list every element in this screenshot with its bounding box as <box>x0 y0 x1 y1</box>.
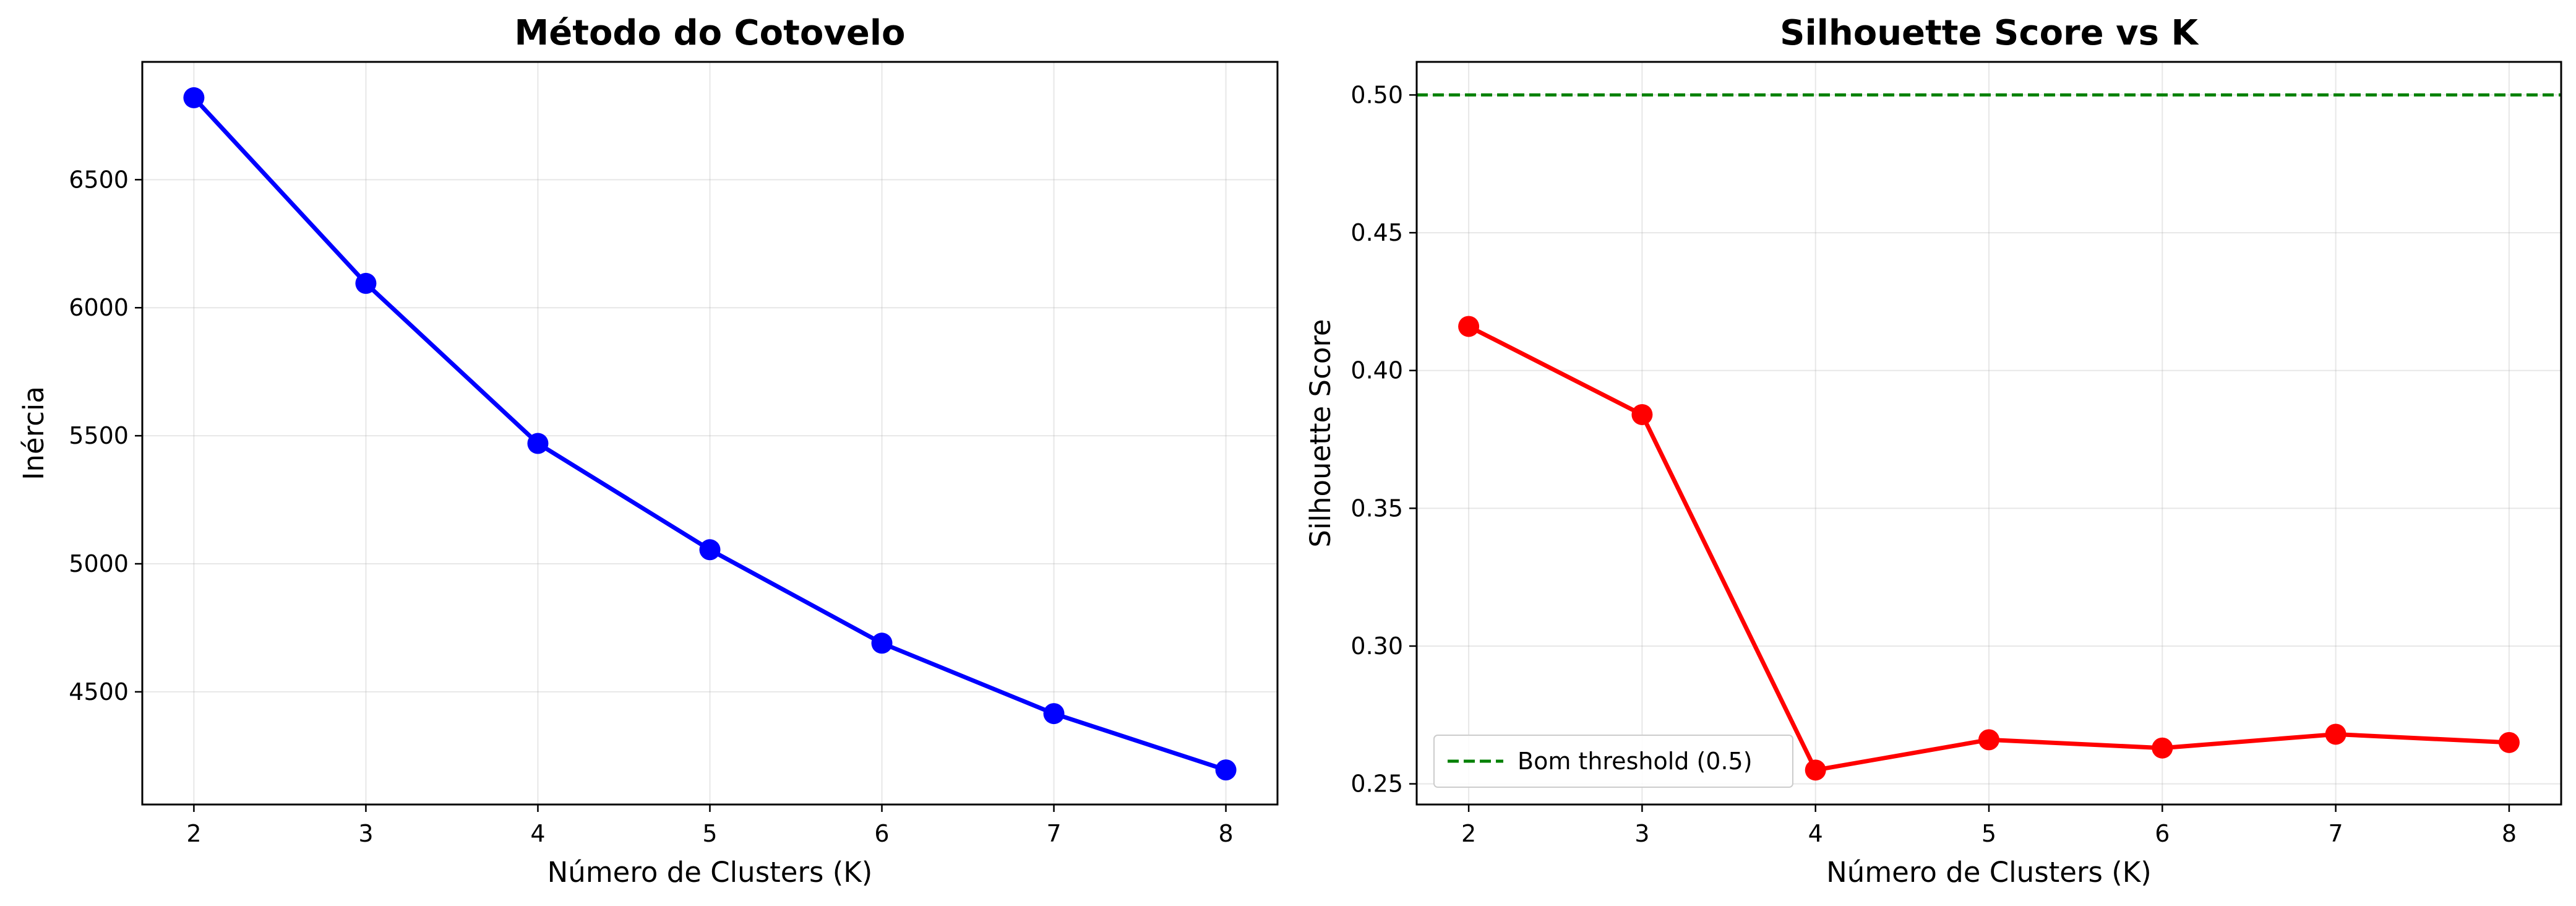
silhouette-chart: 2 3 4 5 6 7 8 0.25 0.30 0.35 0.40 0.45 0.50 Silhouet… <box>1304 13 2562 889</box>
y-tick-label: 0.45 <box>1350 219 1403 246</box>
x-tick-label: 6 <box>2155 820 2170 847</box>
ticks: 2 3 4 5 6 7 8 0.25 0.30 0.35 0.40 0.45 0.50 <box>1350 81 2517 847</box>
x-axis-label: Número de Clusters (K) <box>1826 856 2152 889</box>
x-tick-label: 6 <box>874 820 889 847</box>
y-tick-label: 0.30 <box>1350 632 1403 660</box>
y-tick-label: 6500 <box>69 166 129 193</box>
y-tick-label: 4500 <box>69 678 129 705</box>
x-tick-label: 3 <box>358 820 373 847</box>
y-axis-label: Inércia <box>17 386 50 480</box>
x-tick-label: 4 <box>1808 820 1823 847</box>
data-point <box>2498 731 2520 753</box>
x-tick-label: 7 <box>2329 820 2343 847</box>
x-axis-label: Número de Clusters (K) <box>547 856 873 889</box>
ticks: 2 3 4 5 6 7 8 4500 5000 5500 6000 6500 <box>69 166 1233 847</box>
data-point <box>1978 729 1999 751</box>
data-point <box>2325 723 2346 745</box>
data-point <box>2152 737 2173 759</box>
y-tick-label: 6000 <box>69 294 129 321</box>
data-point <box>1458 316 1480 337</box>
y-tick-label: 5500 <box>69 422 129 449</box>
x-tick-label: 3 <box>1634 820 1649 847</box>
legend: Bom threshold (0.5) <box>1433 735 1793 788</box>
data-point <box>355 272 377 294</box>
x-tick-label: 5 <box>702 820 717 847</box>
legend-box <box>1433 735 1793 788</box>
series <box>1458 316 2520 781</box>
data-point <box>1215 759 1237 781</box>
legend-label-threshold: Bom threshold (0.5) <box>1518 748 1753 775</box>
y-tick-label: 5000 <box>69 550 129 577</box>
x-tick-label: 2 <box>186 820 201 847</box>
y-axis-label: Silhouette Score <box>1304 319 1337 547</box>
data-point <box>183 87 205 108</box>
x-tick-label: 7 <box>1046 820 1061 847</box>
grid <box>142 62 1277 805</box>
y-tick-label: 0.35 <box>1350 494 1403 522</box>
data-point <box>1631 403 1653 425</box>
data-point <box>871 632 893 654</box>
y-tick-label: 0.25 <box>1350 770 1403 798</box>
chart-title: Silhouette Score vs K <box>1780 13 2199 53</box>
x-tick-label: 5 <box>1981 820 1996 847</box>
data-point <box>1805 759 1826 781</box>
x-tick-label: 2 <box>1461 820 1476 847</box>
x-tick-label: 4 <box>530 820 545 847</box>
y-tick-label: 0.40 <box>1350 357 1403 384</box>
data-point <box>699 539 721 561</box>
x-tick-label: 8 <box>1218 820 1233 847</box>
elbow-chart: 2 3 4 5 6 7 8 4500 5000 5500 6000 6500 Método do Co… <box>17 13 1279 889</box>
chart-title: Método do Cotovelo <box>514 13 905 53</box>
data-point <box>527 433 549 454</box>
x-tick-label: 8 <box>2502 820 2517 847</box>
data-point <box>1043 703 1065 725</box>
series <box>183 87 1237 781</box>
y-tick-label: 0.50 <box>1350 81 1403 108</box>
